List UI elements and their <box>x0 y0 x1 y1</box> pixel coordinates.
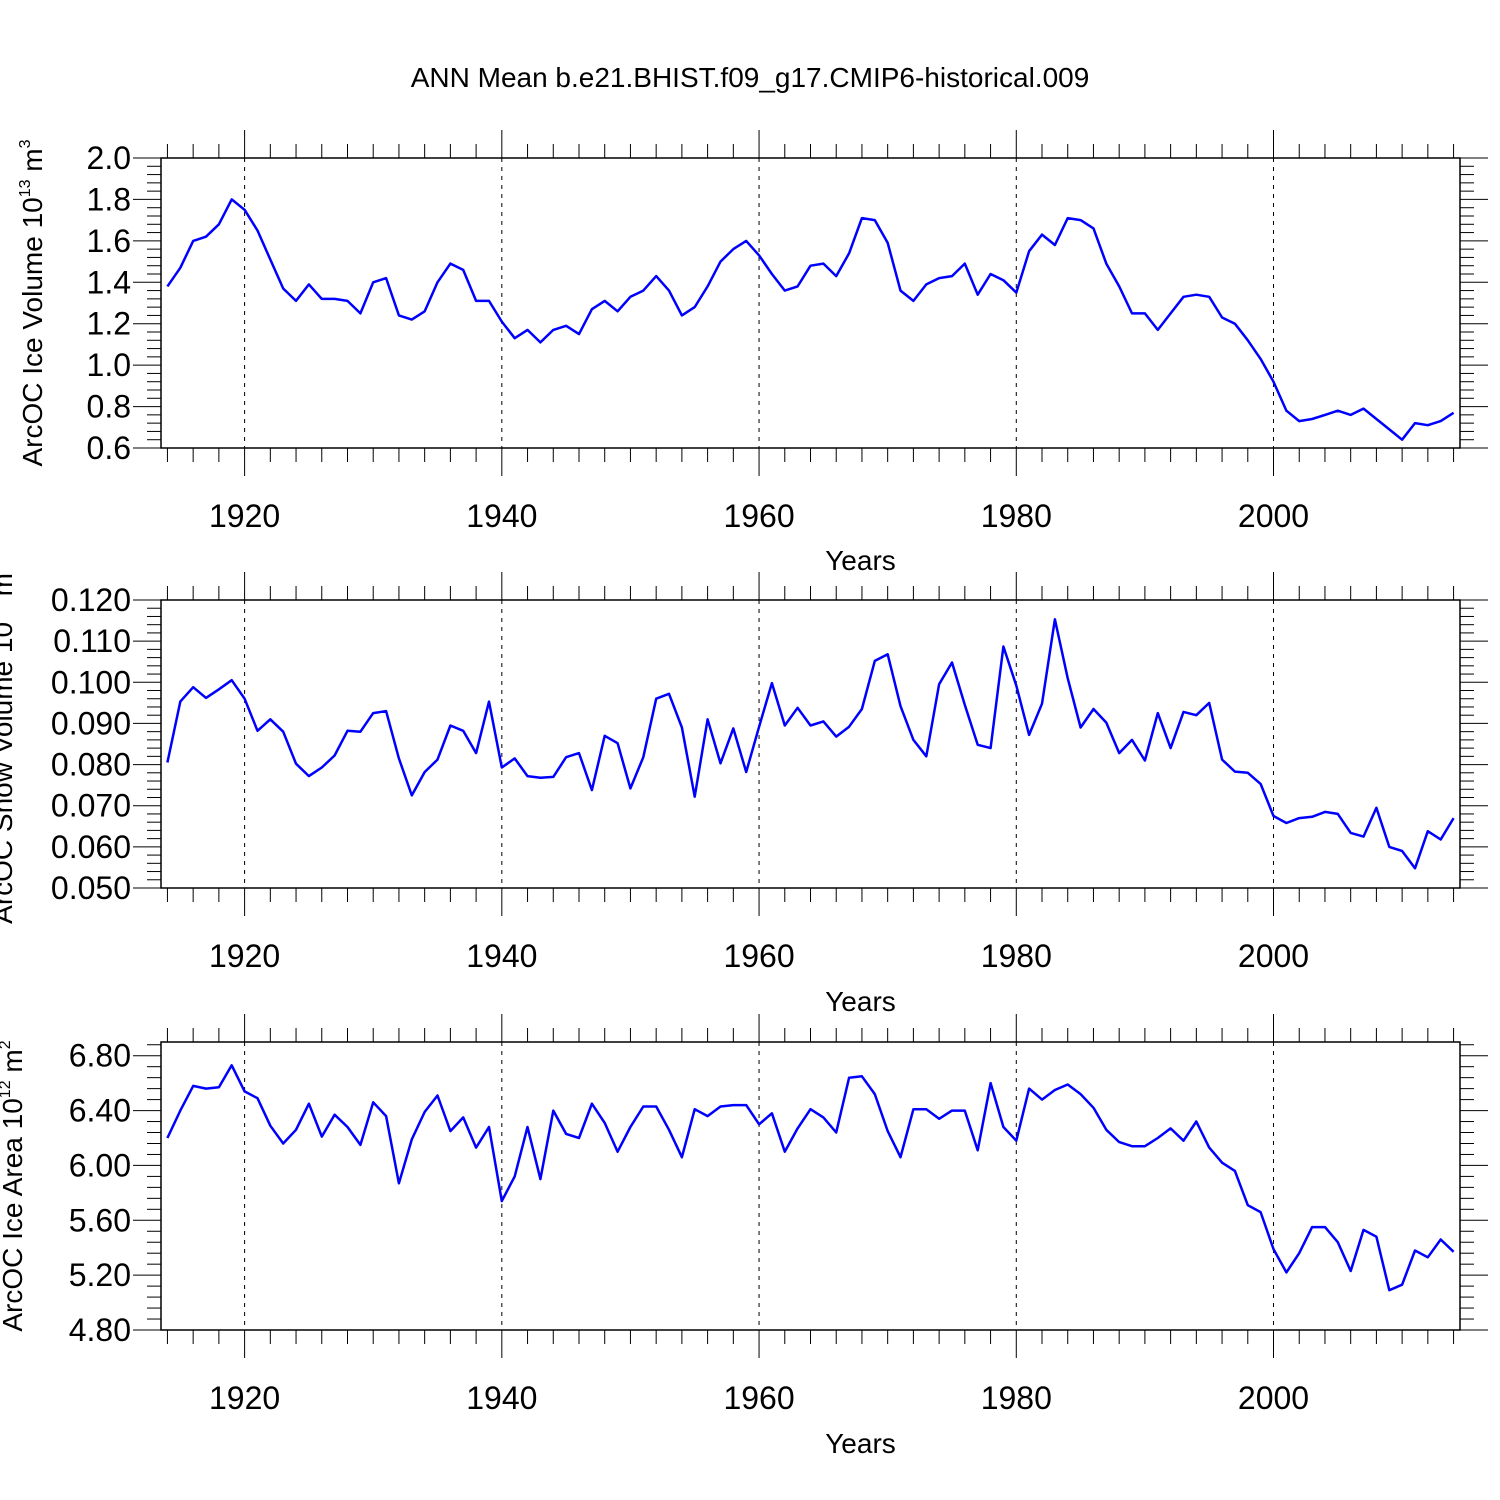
y-tick-label: 0.6 <box>87 430 131 466</box>
x-tick-label: 2000 <box>1238 498 1309 534</box>
x-axis-label: Years <box>825 545 896 576</box>
y-tick-label: 0.090 <box>51 705 131 741</box>
y-axis-label: ArcOC Snow Volume 1013 m3 <box>0 564 18 924</box>
x-tick-label: 1980 <box>981 938 1052 974</box>
y-tick-label: 1.2 <box>87 306 131 342</box>
y-tick-label: 6.00 <box>69 1147 131 1183</box>
y-tick-label: 0.8 <box>87 389 131 425</box>
x-tick-label: 1940 <box>466 938 537 974</box>
x-tick-label: 1920 <box>209 1380 280 1416</box>
plot-frame <box>160 599 1461 889</box>
y-tick-label: 0.110 <box>53 623 131 659</box>
x-tick-label: 2000 <box>1238 1380 1309 1416</box>
series-line <box>166 618 1455 870</box>
x-tick-label: 1940 <box>466 498 537 534</box>
figure-title: ANN Mean b.e21.BHIST.f09_g17.CMIP6-histo… <box>410 62 1090 93</box>
y-axis-label-exponent: 12 <box>0 1080 14 1098</box>
y-axis-label: ArcOC Ice Volume 1013 m3 <box>17 139 48 466</box>
y-axis-label-unit-exponent: 3 <box>17 139 34 148</box>
y-axis-label-text: ArcOC Ice Area 10 <box>0 1098 28 1331</box>
plot-frame <box>160 157 1461 449</box>
x-tick-label: 1940 <box>466 1380 537 1416</box>
x-tick-label: 1960 <box>723 1380 794 1416</box>
y-axis-label: ArcOC Ice Area 1012 m2 <box>0 1040 28 1331</box>
x-axis-label: Years <box>825 986 896 1017</box>
y-axis-label-unit: m <box>0 573 18 604</box>
y-axis-label-unit: m <box>17 148 48 179</box>
y-tick-label: 1.6 <box>87 223 131 259</box>
y-axis-label-unit-exponent: 3 <box>0 564 4 573</box>
plot-frame <box>160 1041 1461 1331</box>
y-tick-label: 5.60 <box>69 1202 131 1238</box>
y-tick-label: 6.40 <box>69 1093 131 1129</box>
x-tick-label: 1920 <box>209 498 280 534</box>
x-tick-label: 1980 <box>981 1380 1052 1416</box>
series-line <box>166 198 1455 441</box>
y-tick-label: 5.20 <box>69 1257 131 1293</box>
x-tick-label: 1960 <box>723 938 794 974</box>
y-tick-label: 1.4 <box>87 264 131 300</box>
x-tick-label: 1920 <box>209 938 280 974</box>
x-tick-label: 1960 <box>723 498 794 534</box>
y-axis-label-unit: m <box>0 1049 28 1080</box>
y-tick-label: 2.0 <box>87 140 131 176</box>
x-axis-label: Years <box>825 1428 896 1459</box>
chart-panel-1: 0.6 0.8 1.0 1.2 1.4 1.6 1.8 2.0 1920 1940 1960 1980… <box>17 130 1488 576</box>
y-tick-label: 0.060 <box>51 829 131 865</box>
y-tick-label: 0.120 <box>51 582 131 618</box>
x-tick-label: 1980 <box>981 498 1052 534</box>
y-axis-label-exponent: 13 <box>17 179 34 197</box>
y-axis-label-text: ArcOC Snow Volume 10 <box>0 622 18 924</box>
y-tick-label: 1.0 <box>87 347 131 383</box>
y-axis-label-text: ArcOC Ice Volume 10 <box>17 197 48 466</box>
y-tick-label: 6.80 <box>69 1038 131 1074</box>
y-axis-label-exponent: 13 <box>0 604 4 622</box>
y-tick-label: 0.080 <box>51 747 131 783</box>
chart-panel-2: 0.050 0.060 0.070 0.080 0.090 0.100 0.110 0.120… <box>0 564 1488 1017</box>
y-axis-label-unit-exponent: 2 <box>0 1040 14 1049</box>
y-tick-label: 0.100 <box>51 664 131 700</box>
y-tick-label: 4.80 <box>69 1312 131 1348</box>
y-tick-label: 1.8 <box>87 181 131 217</box>
series-line <box>166 1064 1455 1292</box>
x-tick-label: 2000 <box>1238 938 1309 974</box>
chart-panel-3: 4.80 5.20 5.60 6.00 6.40 6.80 1920 1940 1960 1980… <box>0 1014 1488 1459</box>
y-tick-label: 0.070 <box>51 788 131 824</box>
y-tick-label: 0.050 <box>51 870 131 906</box>
